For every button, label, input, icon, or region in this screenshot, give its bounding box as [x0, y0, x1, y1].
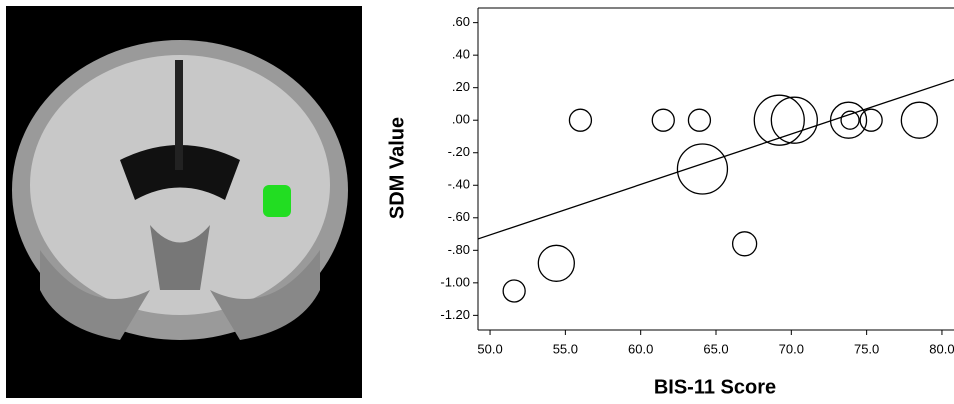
x-tick-label: 70.0 — [779, 341, 804, 356]
y-axis-label: SDM Value — [386, 117, 408, 219]
y-tick-label: -.80 — [448, 242, 470, 257]
y-tick-label: -.40 — [448, 177, 470, 192]
cluster — [263, 185, 291, 217]
y-tick-label: -.60 — [448, 209, 470, 224]
y-tick-label: .60 — [452, 14, 470, 29]
bubble — [840, 110, 860, 130]
x-tick-label: 60.0 — [628, 341, 653, 356]
bubble — [568, 108, 593, 132]
bubble — [731, 231, 758, 257]
bubble — [537, 244, 575, 282]
bubble — [502, 279, 526, 303]
bubble — [687, 108, 712, 132]
x-tick-label: 65.0 — [703, 341, 728, 356]
bubble — [859, 108, 883, 132]
brain-image — [6, 6, 362, 398]
y-tick-label: .20 — [452, 79, 470, 94]
plot: BIS-11 Score SDM Value .60 .40 .20 .00 -.20 -… — [386, 7, 954, 398]
bubble — [676, 143, 729, 195]
y-tick-label: .00 — [452, 112, 470, 127]
y-tick-label: .40 — [452, 47, 470, 62]
x-axis-label: BIS-11 Score — [654, 376, 776, 398]
trendline — [477, 78, 954, 240]
bubble — [770, 96, 818, 144]
x-tick-label: 80.0 — [929, 341, 954, 356]
x-tick-label: 55.0 — [553, 341, 578, 356]
y-tick-label: -1.00 — [440, 274, 470, 289]
y-tick-label: -.20 — [448, 144, 470, 159]
bubble — [753, 94, 805, 146]
bubble — [829, 101, 868, 139]
bubble — [900, 101, 939, 139]
x-tick-label: 75.0 — [854, 341, 879, 356]
bubble — [651, 108, 675, 132]
y-tick-label: -1.20 — [440, 307, 470, 322]
x-tick-label: 50.0 — [477, 341, 502, 356]
